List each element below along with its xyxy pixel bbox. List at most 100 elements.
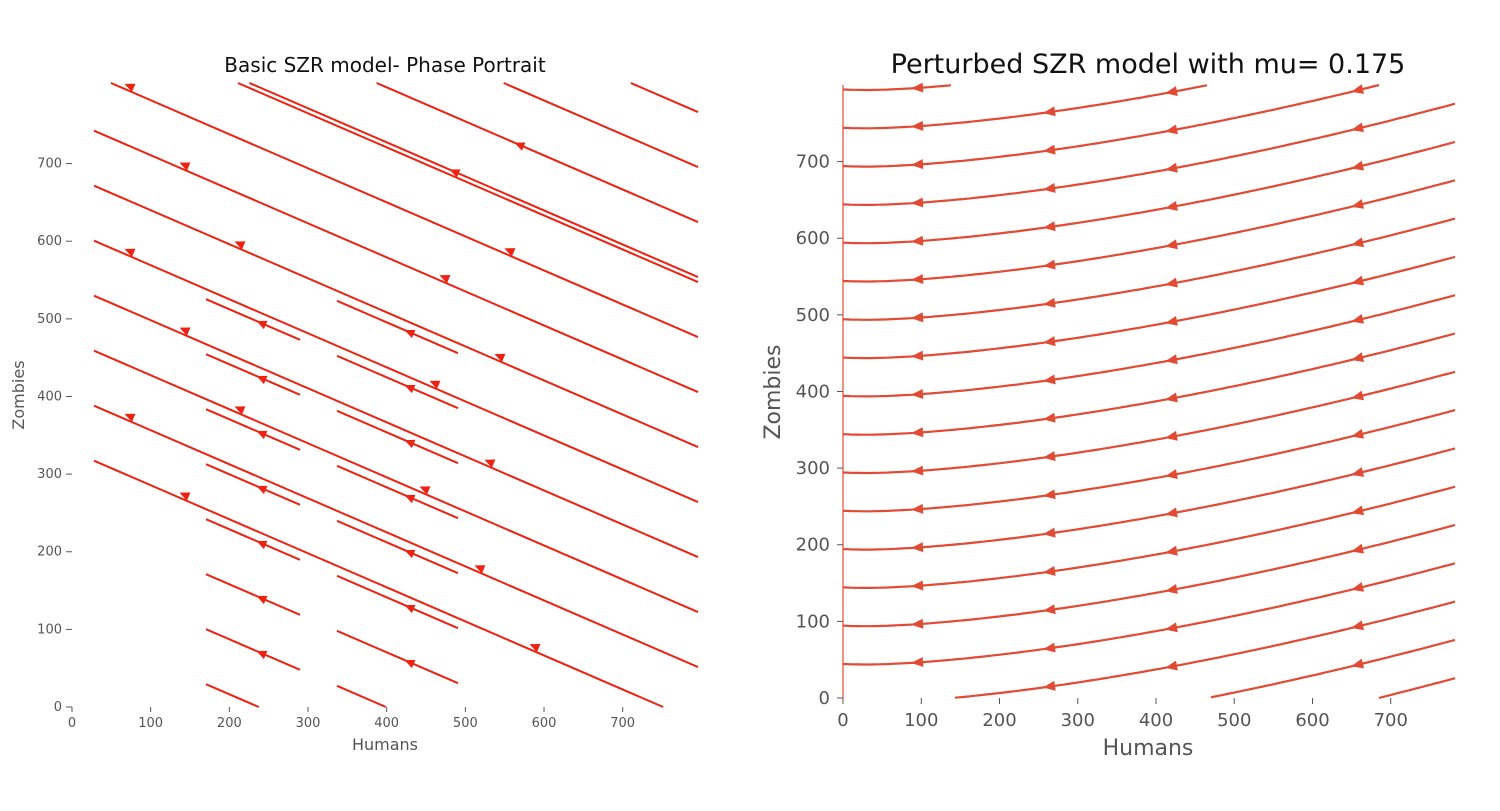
y-tick-label: 600 [796,228,830,249]
y-tick-labels: 0 100 200 300 400 500 600 700 [37,157,72,715]
x-tick-label: 0 [837,710,848,731]
stream-arrow [1043,489,1056,500]
stream-arrow [179,162,191,171]
y-tick-label: 200 [37,545,62,560]
x-tick-label: 200 [982,710,1016,731]
streamline [336,299,459,355]
stream-arrow [256,540,268,550]
stream-arrow [911,580,924,591]
y-tick-label: 300 [796,458,830,479]
streamline [842,523,1456,628]
stream-arrow [449,169,461,178]
stream-arrow [1043,297,1056,308]
stream-arrow [1043,259,1056,270]
y-tick-label: 700 [37,157,62,172]
stream-arrow [1165,277,1178,288]
stream-arrow [1043,374,1056,385]
stream-arrow [474,565,486,574]
stream-arrow [911,618,924,629]
stream-arrow [1165,545,1178,556]
chart-basic-szr: Basic SZR model- Phase Portrait 0 100 200 3… [9,53,699,754]
stream-arrow [1165,584,1178,594]
stream-arrow [404,384,416,394]
streamline [842,447,1456,551]
stream-arrow [256,595,268,605]
stream-arrow [1043,336,1056,347]
stream-arrows [911,82,1365,691]
stream-arrow [256,650,268,660]
x-tick-labels: 0 100 200 300 400 500 600 700 [68,707,635,731]
stream-arrow [234,241,246,250]
stream-arrow [1351,237,1365,248]
chart-title: Basic SZR model- Phase Portrait [224,53,546,77]
y-tick-label: 100 [796,611,830,632]
stream-arrow [911,82,924,93]
y-tick-label: 0 [819,688,830,709]
y-tick-label: 600 [37,234,62,249]
stream-arrow [1043,106,1056,117]
streamline [336,629,459,685]
stream-arrow [1043,182,1056,193]
x-tick-label: 600 [1295,710,1329,731]
x-tick-label: 100 [138,716,163,731]
streamline [205,463,301,506]
stream-arrow [911,312,924,323]
stream-arrow [1043,221,1056,232]
chart-perturbed-szr: Perturbed SZR model with mu= 0.175 0 100 2… [761,49,1456,761]
streamline [205,683,260,708]
streamline [205,518,301,561]
streamline [842,179,1456,283]
stream-arrow [1043,565,1056,576]
y-axis-label: Zombies [9,360,28,429]
streamline [93,404,699,669]
stream-arrow [1165,622,1178,633]
streamline [93,294,699,559]
stream-arrow [429,380,441,389]
stream-arrow [404,494,416,504]
streamline [842,370,1456,475]
streamline [842,409,1456,513]
y-tick-label: 400 [796,381,830,402]
stream-arrow [256,430,268,440]
streamline [336,574,459,630]
streamline [205,408,301,451]
stream-arrow [404,439,416,449]
stream-arrow [124,248,136,257]
stream-arrow [1165,162,1178,173]
stream-arrow [179,492,191,501]
y-tick-label: 0 [54,700,62,715]
y-tick-label: 700 [796,152,830,173]
y-tick-label: 400 [37,389,62,404]
stream-arrow [1351,505,1365,516]
y-axis-label: Zombies [761,344,786,439]
streamline [205,573,301,616]
x-tick-label: 300 [1061,710,1095,731]
chart-title: Perturbed SZR model with mu= 0.175 [891,49,1406,80]
streamline [336,354,459,410]
streamline [93,459,664,708]
streamline [205,628,301,671]
streamline [842,140,1456,245]
streamline [93,349,699,614]
stream-arrow [439,275,451,284]
streamline [842,485,1456,590]
stream-arrow [1043,451,1056,461]
stream-arrow [504,248,516,257]
stream-arrow [404,329,416,339]
streamline [237,82,699,284]
stream-arrow [1351,467,1365,477]
stream-arrow [1043,144,1056,155]
x-tick-label: 700 [610,716,635,731]
stream-arrow [911,657,924,668]
x-tick-label: 700 [1374,710,1408,731]
x-tick-label: 200 [217,716,242,731]
streamline [110,82,699,339]
y-tick-label: 500 [37,312,62,327]
streamline [336,684,387,708]
y-tick-label: 200 [796,535,830,556]
streamline [93,129,699,394]
streamline [336,519,459,575]
stream-arrow [1351,620,1365,631]
streamline [336,409,459,465]
